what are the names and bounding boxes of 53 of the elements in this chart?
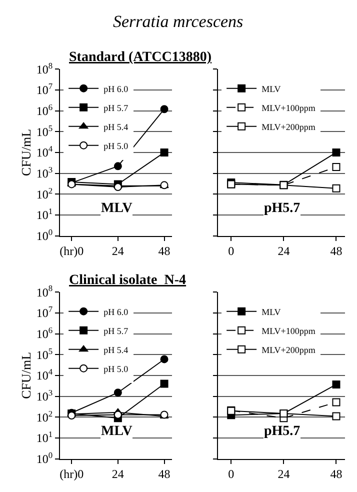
legend-label: MLV+100ppm [262, 326, 316, 336]
legend-label: MLV+200ppm [262, 122, 316, 132]
x-tick-label: 48 [158, 244, 170, 258]
y-tick-label: 10$^{6}$ [36, 326, 53, 341]
x-tick-label: 48 [158, 467, 170, 482]
legend-label: pH 6.0 [104, 306, 129, 317]
annotation: MLV [101, 201, 132, 216]
legend-label: MLV+200ppm [262, 344, 316, 355]
y-tick-label: 10$^{4}$ [36, 368, 54, 383]
y-tick-label: 10$^{5}$ [36, 124, 53, 139]
chart-subtitle: Clinical isolate N-4 [69, 273, 186, 288]
y-tick-label: 10$^{0}$ [36, 450, 53, 466]
legend-label: pH 5.7 [104, 326, 129, 336]
y-tick-label: 10$^{5}$ [36, 346, 53, 362]
chart-subtitle: Standard (ATCC13880) [69, 50, 212, 65]
x-tick-label: (hr)0 [60, 467, 84, 482]
y-tick-label: 10$^{8}$ [36, 284, 53, 300]
y-tick-label: 10$^{1}$ [36, 430, 53, 446]
legend-label: MLV [262, 306, 282, 317]
x-tick-label: 0 [228, 467, 234, 482]
y-tick-label: 10$^{6}$ [36, 102, 53, 118]
legend-label: pH 5.4 [104, 122, 129, 132]
y-tick-label: 10$^{4}$ [36, 144, 54, 160]
annotation: pH5.7 [264, 201, 300, 216]
legend-label: MLV+100ppm [262, 102, 316, 113]
y-tick-label: 10$^{2}$ [36, 186, 53, 202]
x-tick-label: 24 [112, 244, 124, 258]
chart-title: Serratia mrcescens [113, 12, 244, 31]
annotation: MLV [101, 424, 132, 439]
y-tick-label: 10$^{7}$ [36, 82, 53, 98]
legend-label: pH 6.0 [104, 84, 129, 94]
x-tick-label: 24 [278, 467, 290, 482]
x-tick-label: 0 [228, 244, 234, 258]
legend-label: pH 5.0 [104, 140, 129, 151]
legend-label: pH 5.4 [104, 344, 129, 355]
y-tick-label: 10$^{7}$ [36, 305, 53, 320]
y-tick-label: 10$^{0}$ [36, 228, 53, 244]
y-tick-label: 10$^{3}$ [36, 388, 53, 404]
x-tick-label: 24 [278, 244, 290, 258]
x-tick-label: (hr)0 [60, 244, 84, 258]
legend-label: MLV [262, 84, 282, 94]
y-tick-label: 10$^{3}$ [36, 165, 53, 180]
y-axis-title: CFU/mL [18, 352, 34, 399]
legend-label: pH 5.7 [104, 102, 129, 113]
x-tick-label: 48 [330, 244, 342, 258]
annotation: pH5.7 [264, 424, 300, 439]
y-tick-label: 10$^{8}$ [36, 61, 53, 76]
legend-label: pH 5.0 [104, 364, 129, 374]
x-tick-label: 48 [330, 467, 342, 482]
y-tick-label: 10$^{2}$ [36, 409, 53, 424]
y-axis-title: CFU/mL [18, 128, 34, 176]
y-tick-label: 10$^{1}$ [36, 207, 53, 222]
x-tick-label: 24 [112, 467, 124, 482]
